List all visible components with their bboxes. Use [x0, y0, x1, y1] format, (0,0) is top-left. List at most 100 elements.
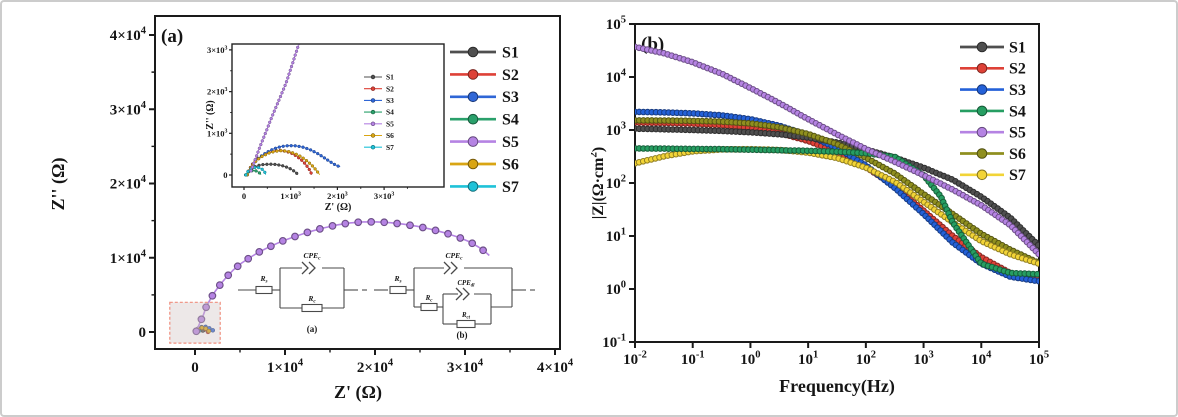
circuit-component-label: Rs [259, 274, 267, 285]
zoom-highlight-box [169, 301, 221, 344]
panel-b-series [635, 43, 1039, 285]
legend-label-S7: S7 [502, 179, 519, 196]
x-tick-label: 0 [191, 360, 199, 376]
legend-item-S1: S1 [960, 39, 1026, 56]
panel-a-y-axis-title: Z'' (Ω) [48, 158, 69, 211]
panel-b-bode-plot: 10-2 10-1 100 101 102 103 104 10510-11001011021… [591, 15, 1049, 397]
legend-marker-S3 [467, 91, 479, 103]
circuit-component-label: Rct [461, 312, 471, 321]
inset-legend-item-S1: S1 [364, 73, 394, 82]
legend-item-S6: S6 [960, 146, 1026, 163]
circuit-b-caption: (b) [457, 330, 468, 340]
x-tick-label: 103 [913, 350, 933, 368]
y-tick-label: 104 [606, 68, 627, 86]
equivalent-circuit-b: Rs CPEc Rc CPEdl Rct (b) [374, 251, 538, 340]
panel-b-x-axis-title: Frequency(Hz) [779, 376, 895, 397]
inset-y-tick-label: 3×103 [207, 45, 228, 55]
circuit-component-label: CPEc [304, 251, 322, 262]
y-tick-label: 101 [606, 227, 626, 245]
panel-b-y-axis-title: |Z|(Ω·cm2) [591, 147, 607, 220]
x-tick-label: 104 [971, 350, 992, 368]
inset-legend-item-S4: S4 [364, 108, 394, 117]
circuit-component-label: Rs [393, 274, 401, 285]
panel-a-ticks [149, 34, 556, 355]
legend-label-S3: S3 [502, 89, 519, 106]
x-tick-label: 10-1 [681, 350, 705, 368]
inset-x-tick-label: 3×103 [374, 191, 395, 201]
y-tick-label: 100 [606, 280, 626, 298]
panel-a-legend: S1 S2 S3 S4 S5 S6 S7 [450, 44, 519, 196]
y-tick-label: 2×104 [110, 174, 147, 192]
legend-label-S1: S1 [1009, 39, 1026, 56]
x-tick-label: 100 [740, 350, 760, 368]
inset-legend-label-S1: S1 [386, 73, 394, 82]
legend-item-S3: S3 [450, 89, 519, 106]
legend-marker-S7 [976, 169, 988, 181]
x-tick-label: 4×104 [537, 358, 574, 376]
inset-legend-item-S7: S7 [364, 143, 394, 152]
inset-legend-label-S6: S6 [386, 131, 394, 140]
y-tick-label: 0 [139, 325, 147, 341]
legend-label-S3: S3 [1009, 82, 1026, 99]
legend-marker-S2 [976, 63, 988, 74]
inset-y-tick-label: 2×103 [207, 87, 228, 97]
legend-item-S6: S6 [450, 156, 519, 173]
series-S5 [635, 43, 1039, 258]
circuit-component-label: Rc [307, 294, 316, 305]
panel-b-ticks [629, 23, 1040, 348]
inset-legend-label-S3: S3 [386, 96, 394, 105]
inset-series-S7 [244, 165, 267, 177]
panel-a-series [192, 218, 490, 336]
inset-legend: S1 S2 S3 S4 S5 S6 S7 [364, 73, 394, 152]
y-tick-label: 10-1 [602, 333, 626, 351]
legend-label-S6: S6 [502, 156, 519, 173]
circuit-component-label: CPEc [446, 251, 464, 262]
inset-legend-label-S5: S5 [386, 119, 394, 128]
y-tick-label: 4×104 [110, 26, 147, 44]
legend-marker-S4 [976, 105, 988, 117]
equivalent-circuit-a: Rs CPEc Rc (a) [238, 251, 370, 334]
circuit-component-label: CPEdl [458, 280, 476, 289]
inset-legend-label-S4: S4 [386, 108, 394, 117]
x-tick-label: 102 [856, 350, 876, 368]
inset-y-axis-title: Z'' (Ω) [205, 100, 216, 129]
panel-a-nyquist-plot: 0 1×104 2×104 3×104 4×104 0 1×104 2×104 3×104 4×1… [48, 15, 574, 403]
legend-marker-S7 [467, 181, 479, 192]
inset-y-tick-label: 0 [223, 170, 227, 180]
circuit-component-label: Rc [425, 294, 434, 304]
legend-marker-S5 [467, 136, 479, 147]
inset-legend-item-S6: S6 [364, 131, 394, 140]
legend-marker-S2 [467, 69, 479, 80]
inset-legend-label-S2: S2 [386, 84, 394, 93]
legend-marker-S6 [976, 148, 988, 159]
inset-legend-item-S5: S5 [364, 119, 394, 128]
x-tick-label: 105 [1029, 350, 1049, 368]
x-tick-label: 1×104 [267, 358, 304, 376]
x-tick-label: 3×104 [447, 358, 484, 376]
inset-y-tick-label: 1×103 [207, 128, 228, 138]
legend-item-S2: S2 [450, 67, 519, 84]
legend-marker-S3 [976, 84, 988, 95]
legend-item-S7: S7 [450, 179, 519, 196]
legend-label-S2: S2 [502, 67, 519, 84]
legend-item-S5: S5 [450, 134, 519, 151]
legend-item-S4: S4 [450, 112, 519, 129]
inset-legend-item-S3: S3 [364, 96, 394, 105]
inset-series [243, 44, 341, 177]
inset-x-tick-label: 1×103 [280, 191, 301, 201]
legend-marker-S4 [467, 113, 479, 125]
circuit-a-caption: (a) [307, 324, 318, 334]
legend-item-S1: S1 [450, 44, 519, 61]
legend-label-S6: S6 [1009, 146, 1026, 163]
panel-a-inset: 0 1×103 2×103 3×103 0 1×103 2×103 3×103 Z' (Ω) Z'… [205, 43, 445, 213]
legend-item-S2: S2 [960, 61, 1026, 78]
inset-x-axis-title: Z' (Ω) [325, 202, 352, 213]
panel-a-x-axis-title: Z' (Ω) [334, 382, 382, 403]
legend-item-S4: S4 [960, 103, 1026, 120]
legend-label-S1: S1 [502, 44, 519, 61]
x-tick-label: 101 [798, 350, 818, 368]
inset-legend-label-S7: S7 [386, 143, 394, 152]
y-tick-label: 103 [606, 121, 626, 139]
x-tick-label: 10-2 [623, 350, 647, 368]
legend-label-S4: S4 [1009, 103, 1026, 120]
